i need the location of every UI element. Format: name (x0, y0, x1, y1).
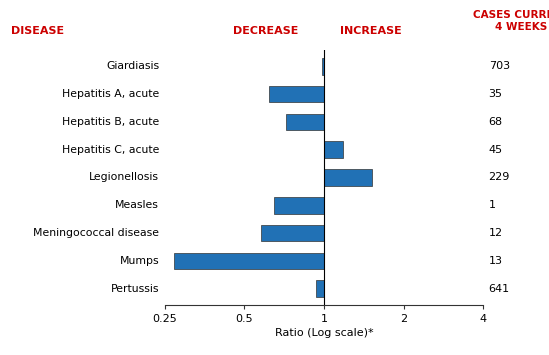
Text: Giardiasis: Giardiasis (106, 61, 159, 71)
Text: Meningococcal disease: Meningococcal disease (33, 228, 159, 238)
Text: Hepatitis B, acute: Hepatitis B, acute (62, 117, 159, 127)
Text: CASES CURRENT
4 WEEKS: CASES CURRENT 4 WEEKS (473, 10, 549, 32)
Text: Legionellosis: Legionellosis (89, 173, 159, 182)
Text: Measles: Measles (115, 200, 159, 210)
Text: 1: 1 (489, 200, 496, 210)
Bar (269, 86, 324, 103)
Text: Pertussis: Pertussis (111, 284, 159, 294)
Text: 13: 13 (489, 256, 503, 266)
Text: Mumps: Mumps (120, 256, 159, 266)
Bar (286, 114, 324, 130)
Text: Hepatitis C, acute: Hepatitis C, acute (62, 145, 159, 155)
Bar (324, 169, 372, 186)
Text: 229: 229 (489, 173, 510, 182)
Bar (173, 252, 324, 269)
Text: 703: 703 (489, 61, 509, 71)
Text: DECREASE: DECREASE (233, 26, 298, 36)
Text: Hepatitis A, acute: Hepatitis A, acute (62, 89, 159, 99)
X-axis label: Ratio (Log scale)*: Ratio (Log scale)* (274, 328, 373, 339)
Text: 641: 641 (489, 284, 509, 294)
Bar (322, 58, 324, 75)
Bar (274, 197, 324, 214)
Bar (316, 280, 324, 297)
Text: 45: 45 (489, 145, 503, 155)
Text: 68: 68 (489, 117, 503, 127)
Bar (261, 225, 324, 241)
Text: 35: 35 (489, 89, 503, 99)
Text: INCREASE: INCREASE (340, 26, 401, 36)
Bar (324, 141, 343, 158)
Text: 12: 12 (489, 228, 503, 238)
Text: DISEASE: DISEASE (11, 26, 64, 36)
